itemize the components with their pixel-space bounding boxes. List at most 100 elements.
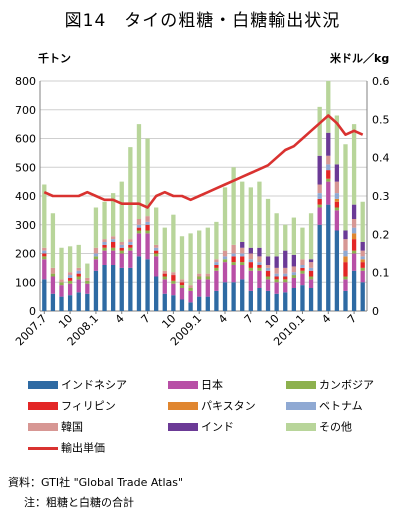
- bar-segment: [119, 244, 124, 248]
- bar-segment: [351, 204, 357, 219]
- bar-segment: [42, 256, 47, 260]
- bar-segment: [110, 242, 116, 248]
- bar-segment: [326, 81, 331, 133]
- bar-segment: [308, 276, 314, 280]
- bar-segment: [326, 204, 331, 311]
- bar-segment: [67, 277, 73, 281]
- bar-segment: [119, 267, 124, 311]
- bar-segment: [93, 270, 99, 311]
- bar-segment: [300, 273, 305, 286]
- bar-segment: [360, 250, 365, 257]
- bar-segment: [326, 178, 331, 182]
- bar-segment: [67, 295, 73, 311]
- bar-segment: [317, 106, 322, 156]
- bar-segment: [162, 273, 167, 277]
- y-tick-label-right: 0: [372, 305, 379, 318]
- bar-segment: [102, 242, 107, 245]
- bar-segment: [110, 247, 116, 251]
- bar-segment: [76, 273, 81, 277]
- y-tick-label-left: 0: [29, 305, 36, 318]
- legend-swatch: [28, 423, 58, 431]
- bar-segment: [308, 279, 314, 288]
- bar-segment: [360, 262, 365, 268]
- bar-segment: [154, 250, 159, 254]
- bar-segment: [128, 242, 133, 245]
- legend-item: パキスタン: [168, 398, 256, 413]
- bar-segment: [265, 276, 271, 280]
- bar-segment: [248, 253, 253, 260]
- legend-label: カンボジア: [319, 378, 374, 392]
- bar-segment: [351, 239, 357, 251]
- bar-segment: [274, 256, 279, 268]
- legend-label: 韓国: [61, 420, 83, 434]
- bar-segment: [67, 272, 73, 276]
- y-tick-label-left: 500: [15, 161, 36, 174]
- bar-segment: [188, 302, 193, 311]
- legend-label: インド: [201, 420, 234, 434]
- bar-segment: [274, 293, 279, 311]
- bar-segment: [240, 256, 245, 263]
- bar-segment: [240, 247, 245, 254]
- bar-segment: [326, 170, 331, 179]
- legend-item: インド: [168, 419, 234, 434]
- bar-segment: [85, 280, 90, 284]
- bar-segment: [240, 279, 245, 311]
- bar-segment: [283, 282, 288, 293]
- bar-segment: [205, 296, 210, 311]
- bar-segment: [50, 267, 56, 274]
- bar-segment: [136, 227, 142, 231]
- bar-segment: [257, 270, 262, 288]
- bar-segment: [102, 265, 107, 311]
- bar-segment: [42, 250, 47, 254]
- bar-segment: [231, 167, 236, 245]
- bar-segment: [317, 198, 322, 205]
- bar-segment: [257, 262, 262, 265]
- bar-segment: [360, 256, 365, 260]
- bar-segment: [145, 230, 150, 234]
- bar-segment: [59, 296, 64, 311]
- bar-segment: [188, 285, 193, 288]
- bar-segment: [119, 242, 124, 245]
- bar-segment: [188, 290, 193, 303]
- bar-segment: [283, 292, 288, 311]
- legend-item: フィリピン: [28, 398, 116, 413]
- bar-segment: [291, 254, 297, 267]
- bar-segment: [360, 270, 365, 283]
- bar-segment: [274, 276, 279, 280]
- bar-segment: [291, 266, 297, 273]
- legend-swatch: [286, 402, 316, 410]
- bar-segment: [326, 164, 331, 171]
- bar-segment: [360, 201, 365, 242]
- y-axis-label-left: 千トン: [38, 52, 71, 65]
- bar-segment: [300, 259, 305, 265]
- bar-segment: [154, 207, 159, 245]
- legend-item: その他: [286, 419, 352, 434]
- legend-label: 輸出単価: [61, 441, 105, 455]
- bar-segment: [42, 259, 47, 280]
- y-tick-label-left: 300: [15, 219, 36, 232]
- bar-segment: [257, 181, 262, 248]
- bar-segment: [231, 265, 236, 283]
- legend-item: ベトナム: [286, 398, 363, 413]
- bar-segment: [171, 275, 176, 281]
- bar-segment: [265, 265, 271, 268]
- bar-segment: [179, 236, 185, 280]
- bar-segment: [317, 193, 322, 199]
- bar-segment: [85, 277, 90, 281]
- bar-segment: [343, 279, 348, 291]
- bar-segment: [240, 265, 245, 280]
- bar-segment: [119, 253, 124, 268]
- bar-segment: [214, 262, 219, 265]
- bar-segment: [351, 219, 357, 228]
- bar-segment: [334, 198, 340, 202]
- bar-segment: [360, 259, 365, 263]
- bar-segment: [136, 233, 142, 257]
- bar-segment: [179, 299, 185, 311]
- bar-segment: [291, 275, 297, 278]
- y-tick-label-right: 0.6: [372, 75, 390, 88]
- bar-segment: [300, 227, 305, 260]
- bar-segment: [76, 276, 81, 280]
- bar-segment: [300, 285, 305, 311]
- legend-label: フィリピン: [61, 399, 116, 413]
- bar-segment: [197, 273, 202, 277]
